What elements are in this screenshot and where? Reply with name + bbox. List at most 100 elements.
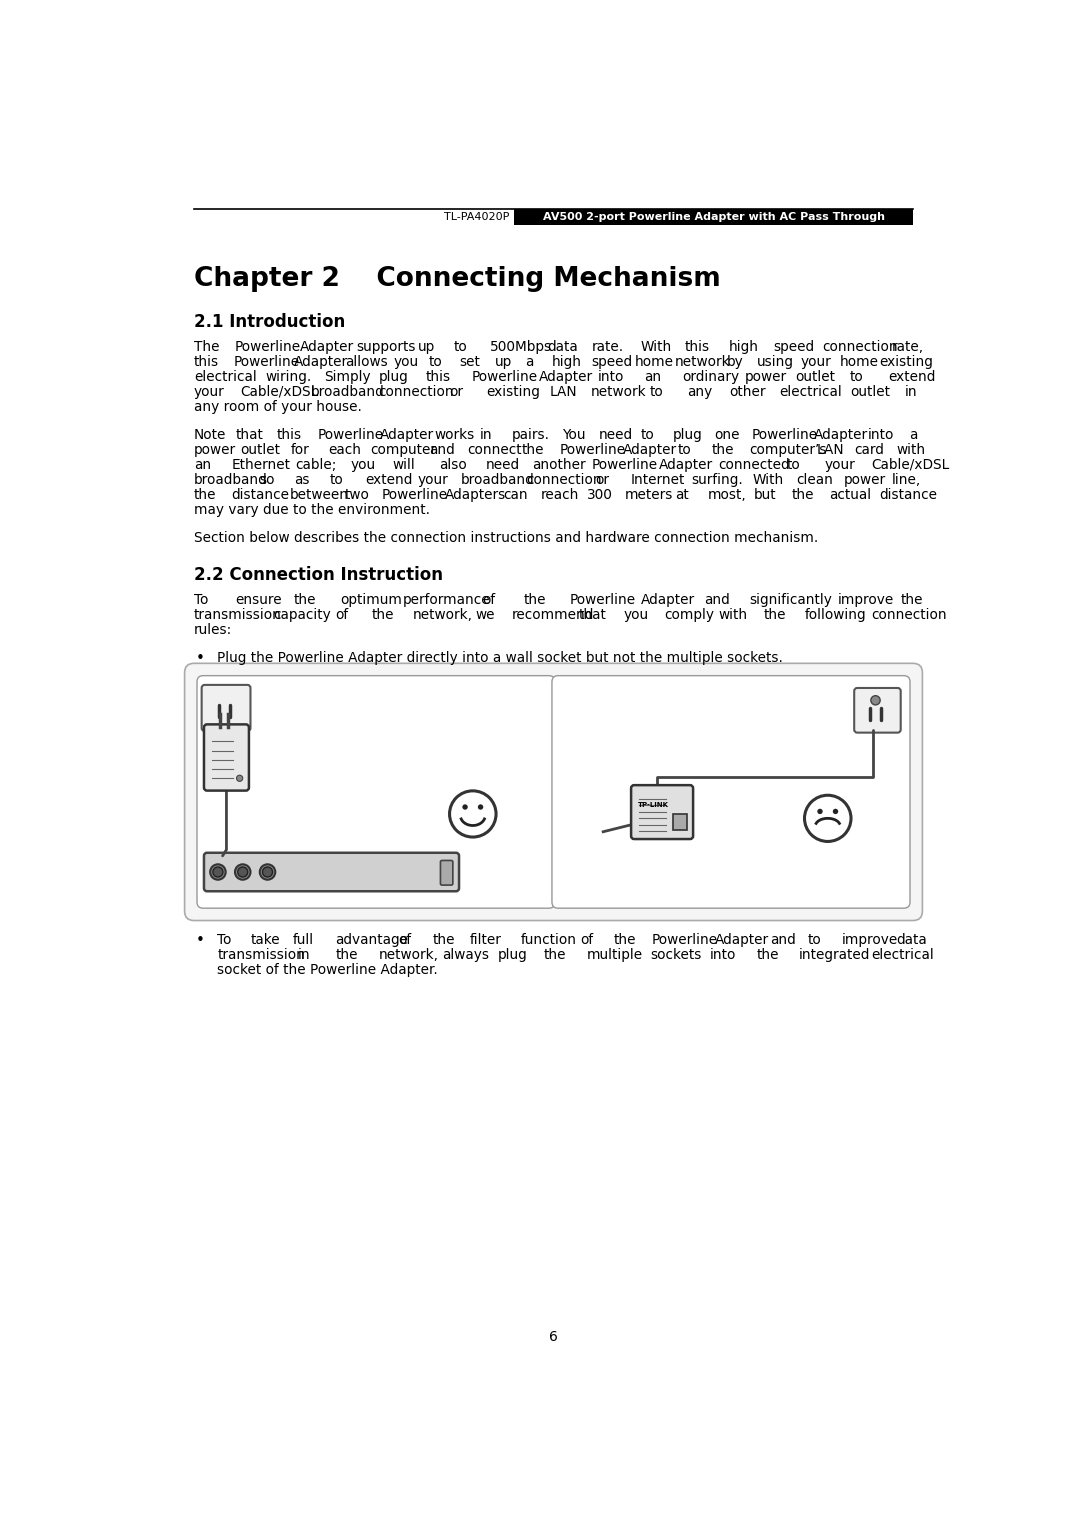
Circle shape xyxy=(818,809,823,814)
Text: plug: plug xyxy=(673,428,703,441)
Text: Powerline: Powerline xyxy=(382,487,448,502)
Text: we: we xyxy=(475,608,495,621)
Text: Chapter 2    Connecting Mechanism: Chapter 2 Connecting Mechanism xyxy=(194,266,720,292)
Text: one: one xyxy=(714,428,740,441)
Circle shape xyxy=(213,867,222,876)
Text: rules:: rules: xyxy=(194,623,232,637)
Text: high: high xyxy=(729,339,759,354)
Text: this: this xyxy=(276,428,301,441)
Text: 500Mbps: 500Mbps xyxy=(490,339,552,354)
Text: up: up xyxy=(418,339,435,354)
Text: transmission: transmission xyxy=(194,608,282,621)
Text: and: and xyxy=(430,443,455,457)
Text: Powerline: Powerline xyxy=(570,592,636,606)
Text: your: your xyxy=(194,385,225,399)
Text: surfing.: surfing. xyxy=(691,473,743,487)
Text: in: in xyxy=(480,428,492,441)
Text: broadband: broadband xyxy=(311,385,384,399)
Text: computer: computer xyxy=(370,443,436,457)
Text: outlet: outlet xyxy=(795,370,835,383)
Text: transmission: transmission xyxy=(217,948,305,962)
Text: cable;: cable; xyxy=(296,458,337,472)
Text: allows: allows xyxy=(346,354,389,368)
Text: any: any xyxy=(687,385,713,399)
Text: Cable/xDSL: Cable/xDSL xyxy=(240,385,319,399)
Text: extend: extend xyxy=(365,473,413,487)
Text: network,: network, xyxy=(378,948,438,962)
Text: pairs.: pairs. xyxy=(512,428,550,441)
FancyBboxPatch shape xyxy=(204,852,459,892)
Text: To: To xyxy=(194,592,208,606)
Text: LAN: LAN xyxy=(550,385,577,399)
Text: LAN: LAN xyxy=(816,443,843,457)
Text: an: an xyxy=(644,370,661,383)
Text: existing: existing xyxy=(487,385,541,399)
FancyBboxPatch shape xyxy=(202,686,251,731)
Circle shape xyxy=(805,796,851,841)
Text: home: home xyxy=(635,354,674,368)
Text: the: the xyxy=(901,592,923,606)
Text: high: high xyxy=(552,354,582,368)
Text: Ethernet: Ethernet xyxy=(232,458,291,472)
Text: with: with xyxy=(718,608,747,621)
Text: as: as xyxy=(294,473,310,487)
Text: speed: speed xyxy=(592,354,633,368)
Text: •: • xyxy=(197,933,205,948)
Text: performance: performance xyxy=(403,592,490,606)
Text: Adapter: Adapter xyxy=(642,592,696,606)
Text: To: To xyxy=(217,933,231,947)
FancyBboxPatch shape xyxy=(197,675,555,909)
Text: Cable/xDSL: Cable/xDSL xyxy=(870,458,949,472)
Text: to: to xyxy=(640,428,654,441)
Text: of: of xyxy=(399,933,411,947)
Text: the: the xyxy=(432,933,455,947)
Text: a: a xyxy=(525,354,534,368)
Text: power: power xyxy=(843,473,886,487)
Text: electrical: electrical xyxy=(194,370,257,383)
Text: 2.2 Connection Instruction: 2.2 Connection Instruction xyxy=(194,567,443,583)
Text: the: the xyxy=(372,608,394,621)
Text: to: to xyxy=(454,339,468,354)
Text: to: to xyxy=(677,443,691,457)
Text: following: following xyxy=(805,608,866,621)
Text: •: • xyxy=(197,651,205,666)
Text: data: data xyxy=(896,933,927,947)
Text: into: into xyxy=(867,428,894,441)
Text: this: this xyxy=(426,370,450,383)
Text: also: also xyxy=(440,458,468,472)
Text: to: to xyxy=(429,354,442,368)
Text: integrated: integrated xyxy=(799,948,870,962)
Text: 6: 6 xyxy=(549,1330,558,1344)
Text: Powerline: Powerline xyxy=(234,339,300,354)
Text: your: your xyxy=(417,473,448,487)
Text: Powerline: Powerline xyxy=(592,458,658,472)
Text: existing: existing xyxy=(879,354,933,368)
Text: so: so xyxy=(259,473,274,487)
Text: that: that xyxy=(578,608,606,621)
Text: this: this xyxy=(685,339,710,354)
Text: connection: connection xyxy=(870,608,946,621)
Text: Adapter: Adapter xyxy=(623,443,677,457)
Text: connection: connection xyxy=(822,339,897,354)
Circle shape xyxy=(211,864,226,880)
Text: filter: filter xyxy=(470,933,502,947)
Text: Adapter: Adapter xyxy=(380,428,434,441)
Text: speed: speed xyxy=(773,339,814,354)
Text: to: to xyxy=(329,473,343,487)
Text: broadband: broadband xyxy=(194,473,268,487)
FancyBboxPatch shape xyxy=(854,689,901,733)
Text: need: need xyxy=(599,428,633,441)
Text: socket of the Powerline Adapter.: socket of the Powerline Adapter. xyxy=(217,964,437,977)
Text: distance: distance xyxy=(231,487,289,502)
Text: and: and xyxy=(770,933,796,947)
Text: with: with xyxy=(896,443,926,457)
Text: in: in xyxy=(905,385,917,399)
Text: Powerline: Powerline xyxy=(318,428,383,441)
FancyBboxPatch shape xyxy=(441,860,453,886)
Text: the: the xyxy=(712,443,733,457)
FancyBboxPatch shape xyxy=(631,785,693,838)
Text: data: data xyxy=(548,339,578,354)
Text: of: of xyxy=(483,592,496,606)
Text: another: another xyxy=(532,458,586,472)
Circle shape xyxy=(477,805,483,809)
